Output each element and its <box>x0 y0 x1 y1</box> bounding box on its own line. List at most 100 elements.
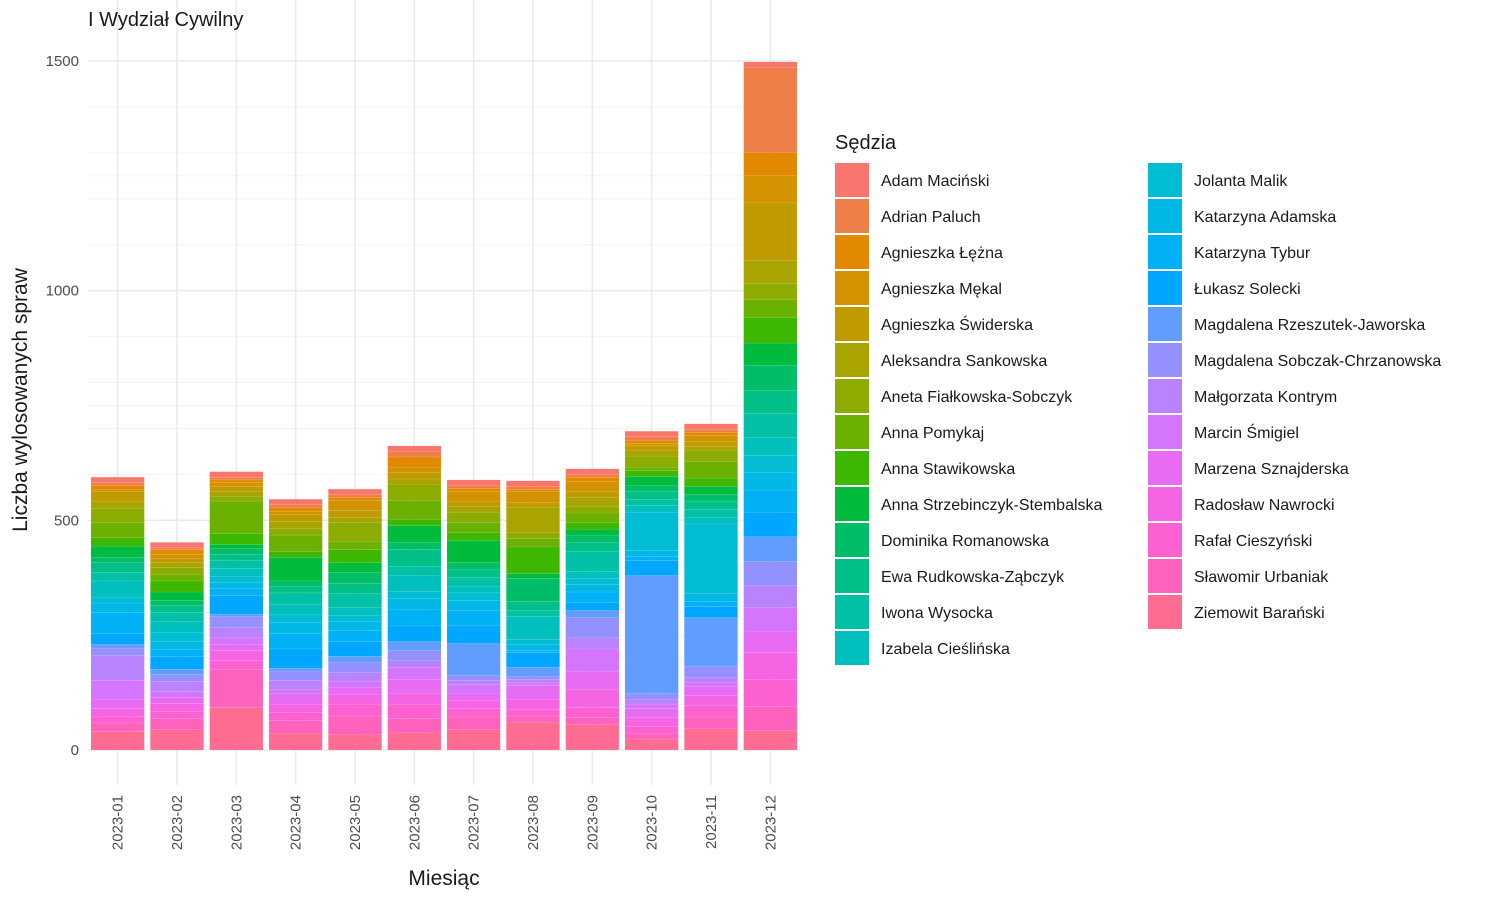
bar-segment <box>446 610 501 626</box>
bar-segment <box>624 455 679 468</box>
bar-segment <box>328 703 382 717</box>
bar-segment <box>268 511 323 515</box>
bar-segment <box>743 561 798 586</box>
bar-segment <box>506 709 560 717</box>
legend-key <box>835 235 869 269</box>
bar-segment <box>684 423 738 430</box>
bar-segment <box>446 562 501 571</box>
bar-segment <box>387 590 442 599</box>
bar-segment <box>684 477 738 487</box>
bar-segment <box>446 488 501 492</box>
bar-segment <box>328 656 382 663</box>
legend-label: Adrian Paluch <box>881 209 981 226</box>
bar-segment <box>446 692 501 701</box>
bar-segment <box>268 712 323 721</box>
legend-item: Sławomir Urbaniak <box>1148 559 1329 593</box>
legend-key <box>1148 199 1182 233</box>
bar-segment <box>743 631 798 653</box>
bar-segment <box>387 598 442 610</box>
bar-segment <box>90 680 145 700</box>
bar-segment <box>328 522 382 542</box>
bar-segment <box>565 601 620 611</box>
legend-label: Izabela Cieślińska <box>881 641 1010 658</box>
bar-segment <box>684 695 738 707</box>
legend-item: Magdalena Sobczak-Chrzanowska <box>1148 343 1441 377</box>
bar-segment <box>624 692 679 700</box>
legend-item: Radosław Nawrocki <box>1148 487 1335 521</box>
bar-segment <box>387 472 442 480</box>
bar-segment <box>387 451 442 458</box>
bar-segment <box>387 519 442 526</box>
bar-segment <box>387 679 442 694</box>
bar-segment <box>743 202 798 261</box>
bar-segment <box>684 617 738 667</box>
bar-segment <box>387 478 442 485</box>
bar-segment <box>624 499 679 506</box>
bar-segment <box>328 593 382 608</box>
x-tick-label: 2023-07 <box>466 795 483 850</box>
legend-key <box>835 523 869 557</box>
legend-item: Adam Maciński <box>835 163 989 197</box>
bar-segment <box>328 715 382 735</box>
bar-segment <box>268 622 323 634</box>
bar-segment <box>684 517 738 525</box>
bar-segment <box>150 656 204 670</box>
bar-segment <box>209 650 264 662</box>
bar-segment <box>624 550 679 557</box>
bar-segment <box>565 610 620 618</box>
bar-segment <box>446 522 501 533</box>
bar-segment <box>743 437 798 456</box>
bar-segment <box>624 560 679 576</box>
bar-segment <box>565 689 620 708</box>
bar-segment <box>150 591 204 601</box>
bar-segment <box>90 708 145 718</box>
bar-segment <box>506 601 560 611</box>
bar-segment <box>624 733 679 740</box>
legend-item: Anna Pomykaj <box>835 415 984 449</box>
bar-segment <box>624 436 679 441</box>
bar-segment <box>328 662 382 673</box>
bar-segment <box>624 725 679 734</box>
legend-item: Izabela Cieślińska <box>835 631 1010 665</box>
bar-segment <box>624 485 679 492</box>
bar-segment <box>209 477 264 481</box>
bar-segment <box>684 500 738 510</box>
bar-segment <box>684 435 738 442</box>
legend-item: Agnieszka Łężna <box>835 235 1003 269</box>
x-tick-label: 2023-04 <box>288 795 305 850</box>
legend-title: Sędzia <box>835 132 897 154</box>
bar-segment <box>684 509 738 518</box>
bar-segment <box>506 667 560 677</box>
bar-segment <box>90 647 145 656</box>
bar-segment <box>565 648 620 673</box>
bar-segment <box>506 639 560 645</box>
bar-segment <box>328 615 382 622</box>
bar-segment <box>387 499 442 520</box>
bar-segment <box>506 502 560 508</box>
legend-key <box>1148 235 1182 269</box>
bar-segment <box>328 510 382 518</box>
bar-segment <box>387 466 442 473</box>
legend-key <box>1148 271 1182 305</box>
bar-segment <box>268 586 323 594</box>
bar-segment <box>328 621 382 631</box>
x-tick-label: 2023-12 <box>762 795 779 850</box>
bar-segment <box>328 630 382 642</box>
bar-segment <box>684 601 738 607</box>
bar-segment <box>328 562 382 573</box>
bar-segment <box>90 644 145 649</box>
x-tick-label: 2023-01 <box>110 795 127 850</box>
bar-segment <box>268 633 323 650</box>
bar-segment <box>387 525 442 543</box>
bar-segment <box>387 625 442 642</box>
bar-segment <box>90 716 145 723</box>
legend-key <box>835 559 869 593</box>
bar-segment <box>743 454 798 473</box>
bar-segment <box>150 697 204 704</box>
bar-segment <box>268 648 323 669</box>
bar-segment <box>624 738 679 751</box>
bar-segment <box>328 517 382 523</box>
bar-segment <box>565 522 620 530</box>
legend-key <box>1148 487 1182 521</box>
bar-segment <box>506 546 560 574</box>
